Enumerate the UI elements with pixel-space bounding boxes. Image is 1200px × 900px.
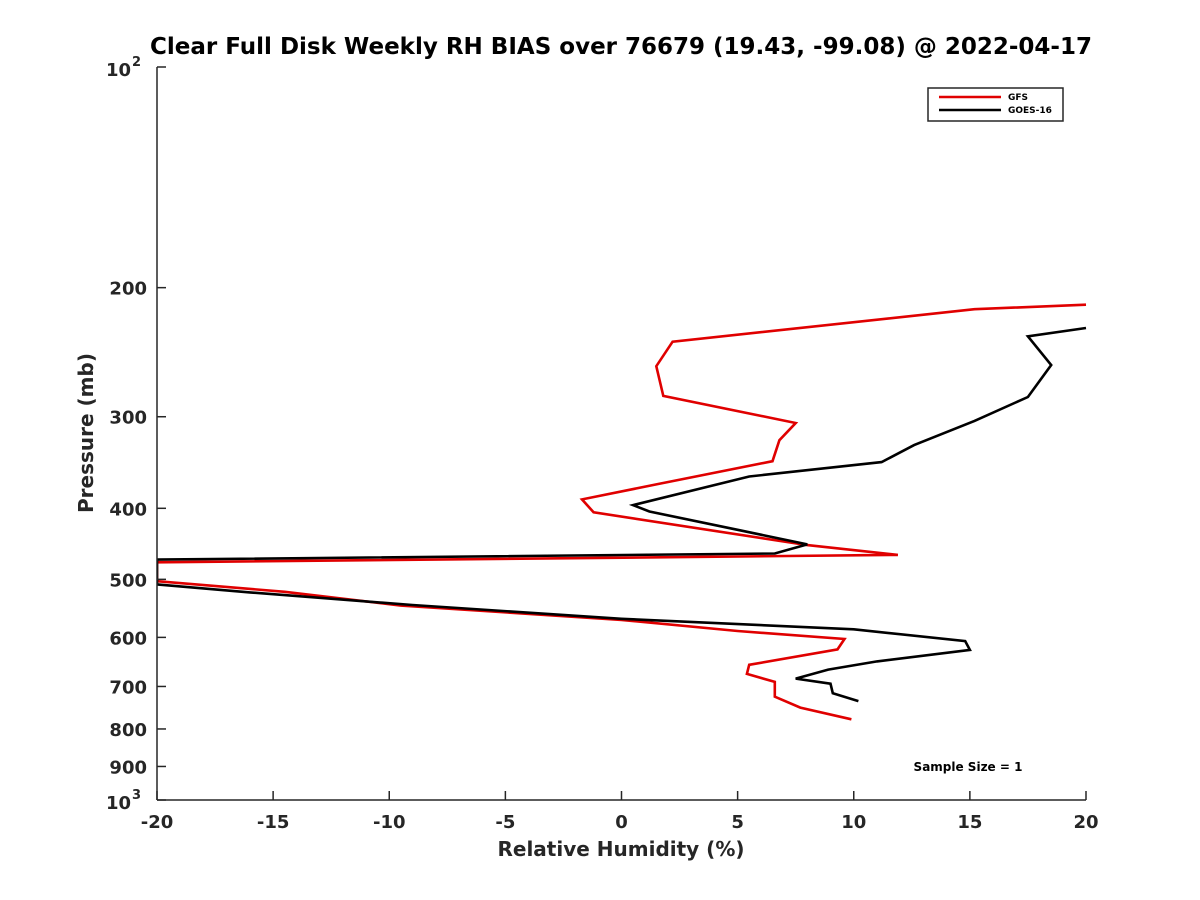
y-tick-label-exponent: 3 — [132, 788, 141, 803]
x-tick-label: -15 — [257, 812, 290, 833]
sample-size-annotation: Sample Size = 1 — [914, 760, 1023, 774]
series-layer — [157, 303, 1087, 721]
x-axis-label: Relative Humidity (%) — [497, 837, 744, 861]
chart-title: Clear Full Disk Weekly RH BIAS over 7667… — [150, 34, 1092, 60]
y-tick-label: 900 — [109, 757, 147, 778]
plot-background — [157, 67, 1086, 800]
y-tick-label: 400 — [109, 499, 147, 520]
x-tick-label: -5 — [495, 812, 515, 833]
y-tick-label: 10 — [106, 793, 131, 814]
y-tick-label: 10 — [106, 60, 131, 81]
y-tick-label: 800 — [109, 720, 147, 741]
legend-label-goes-16: GOES-16 — [1008, 106, 1052, 116]
x-tick-label: -20 — [141, 812, 174, 833]
x-tick-label: 10 — [841, 812, 866, 833]
x-tick-label: 15 — [957, 812, 982, 833]
y-tick-label: 300 — [109, 408, 147, 429]
y-tick-label: 500 — [109, 570, 147, 591]
plot-area — [157, 67, 1086, 800]
x-tick-label: -10 — [373, 812, 406, 833]
legend: GFS GOES-16 — [927, 87, 1064, 122]
series-line-goes-16 — [157, 326, 1087, 703]
y-tick-label: 200 — [109, 279, 147, 300]
x-tick-label: 5 — [731, 812, 744, 833]
legend-box — [927, 87, 1064, 122]
x-tick-label: 20 — [1073, 812, 1098, 833]
x-tick-label: 0 — [615, 812, 628, 833]
legend-label-gfs: GFS — [1008, 93, 1028, 103]
y-tick-label: 700 — [109, 677, 147, 698]
series-line-gfs — [157, 303, 1087, 721]
y-tick-label-exponent: 2 — [132, 55, 141, 70]
y-axis-label: Pressure (mb) — [74, 353, 98, 513]
y-tick-label: 600 — [109, 628, 147, 649]
